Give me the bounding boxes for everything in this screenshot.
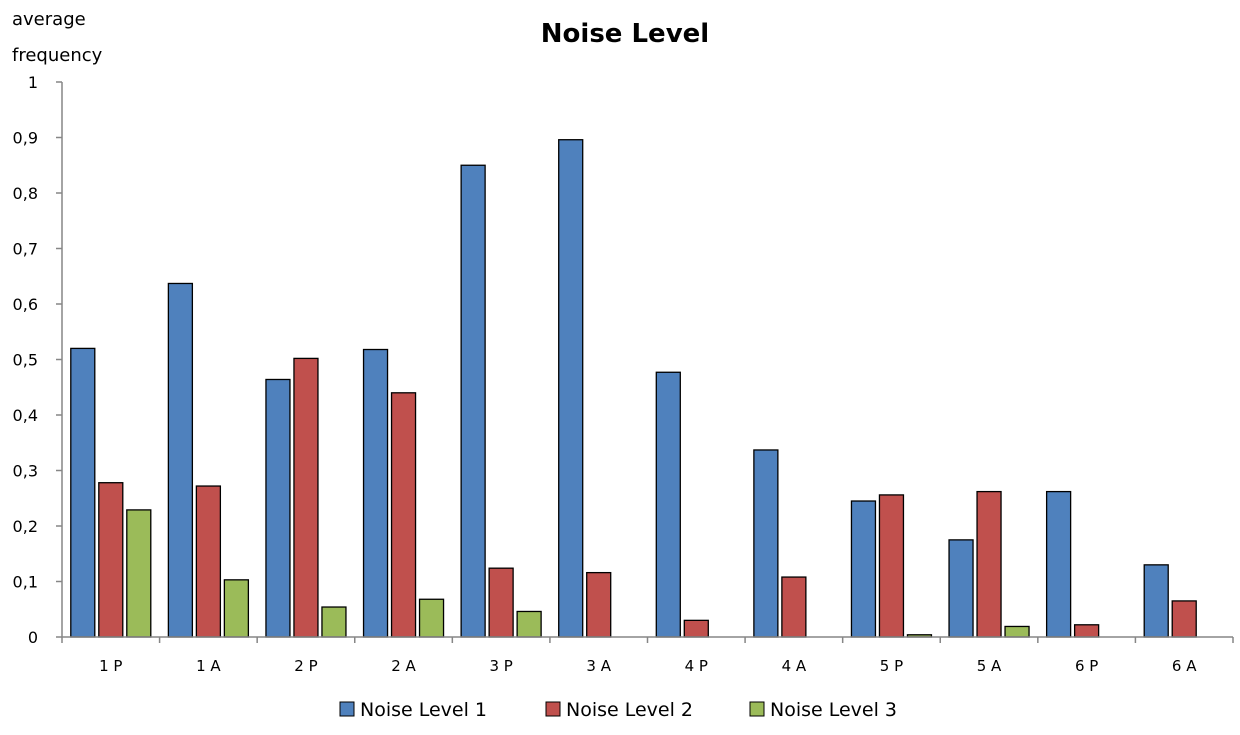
bar-series-1-4a — [753, 449, 779, 638]
bar-series-1-6a — [1143, 564, 1169, 638]
bar-series-1-1a — [167, 282, 194, 638]
bar-series-1-5p — [850, 500, 877, 638]
bar-series-2-3a — [586, 571, 612, 638]
bar-series-2-4a — [781, 576, 807, 638]
x-tick-label: 2 A — [391, 657, 416, 675]
x-tick-label: 6 P — [1075, 657, 1098, 675]
x-tick-label: 5 A — [977, 657, 1002, 675]
bar-series-1-2p — [265, 378, 291, 638]
y-tick-label: 0,4 — [13, 406, 38, 425]
y-tick-label: 0,3 — [13, 462, 38, 481]
legend: Noise Level 1 Noise Level 2 Noise Level 3 — [339, 699, 897, 721]
bar-series-3-3p — [516, 610, 542, 638]
x-tick-label: 5 P — [880, 657, 903, 675]
legend-label-2: Noise Level 2 — [566, 699, 693, 721]
bar-series-2-3p — [488, 567, 514, 638]
bar-series-1-5a — [948, 539, 974, 638]
bar-series-2-6p — [1073, 624, 1100, 638]
bar-series-1-2a — [362, 348, 389, 638]
y-tick-label: 1 — [28, 73, 38, 92]
y-tick-label: 0,2 — [13, 517, 38, 536]
bar-series-2-1p — [98, 482, 124, 638]
bar-series-2-2p — [293, 357, 319, 638]
x-axis: 1 P 1 A 2 P 2 A 3 P 3 A 4 P 4 A 5 P 5 A 6 P 6 A — [61, 636, 1234, 675]
bar-series-2-6a — [1171, 600, 1197, 638]
bar-series-3-2a — [418, 598, 445, 638]
bar-series-1-4p — [655, 371, 681, 638]
y-tick-label: 0,7 — [13, 240, 38, 259]
x-tick-label: 1 A — [196, 657, 221, 675]
bar-series-1-3a — [558, 139, 584, 638]
legend-swatch-3 — [749, 701, 765, 717]
x-tick-label: 4 A — [782, 657, 807, 675]
legend-swatch-2 — [545, 701, 561, 717]
bar-series-3-1p — [126, 509, 152, 638]
y-tick-label: 0,5 — [13, 351, 38, 370]
legend-label-3: Noise Level 3 — [770, 699, 897, 721]
bar-series-2-2a — [390, 392, 417, 638]
x-tick-label: 2 P — [294, 657, 317, 675]
y-axis: 0 0,1 0,2 0,3 0,4 0,5 0,6 0,7 0,8 0,9 1 — [13, 73, 63, 647]
x-tick-label: 6 A — [1172, 657, 1197, 675]
bar-series-1-6p — [1045, 490, 1072, 638]
y-tick-label: 0,9 — [13, 129, 38, 148]
bar-series-3-5a — [1004, 625, 1030, 638]
x-tick-label: 3 A — [586, 657, 611, 675]
bar-series-2-5p — [878, 494, 905, 638]
bars-group — [70, 139, 1197, 638]
legend-swatch-1 — [339, 701, 355, 717]
x-tick-label: 4 P — [685, 657, 708, 675]
y-tick-label: 0,8 — [13, 184, 38, 203]
y-tick-label: 0,6 — [13, 295, 38, 314]
bar-series-1-1p — [70, 347, 96, 638]
bar-series-2-5a — [976, 490, 1002, 638]
bar-series-3-2p — [321, 606, 347, 638]
y-axis-label-line-2: frequency — [12, 45, 103, 66]
bar-series-2-4p — [683, 619, 709, 638]
y-tick-label: 0 — [28, 628, 38, 647]
bar-series-1-3p — [460, 164, 486, 638]
bar-series-3-1a — [223, 579, 250, 638]
y-tick-label: 0,1 — [13, 573, 38, 592]
x-tick-label: 3 P — [489, 657, 512, 675]
y-axis-label-line-1: average — [12, 9, 86, 30]
bar-series-2-1a — [195, 485, 222, 638]
chart-title: Noise Level — [541, 19, 709, 49]
x-tick-label: 1 P — [99, 657, 122, 675]
legend-label-1: Noise Level 1 — [360, 699, 487, 721]
